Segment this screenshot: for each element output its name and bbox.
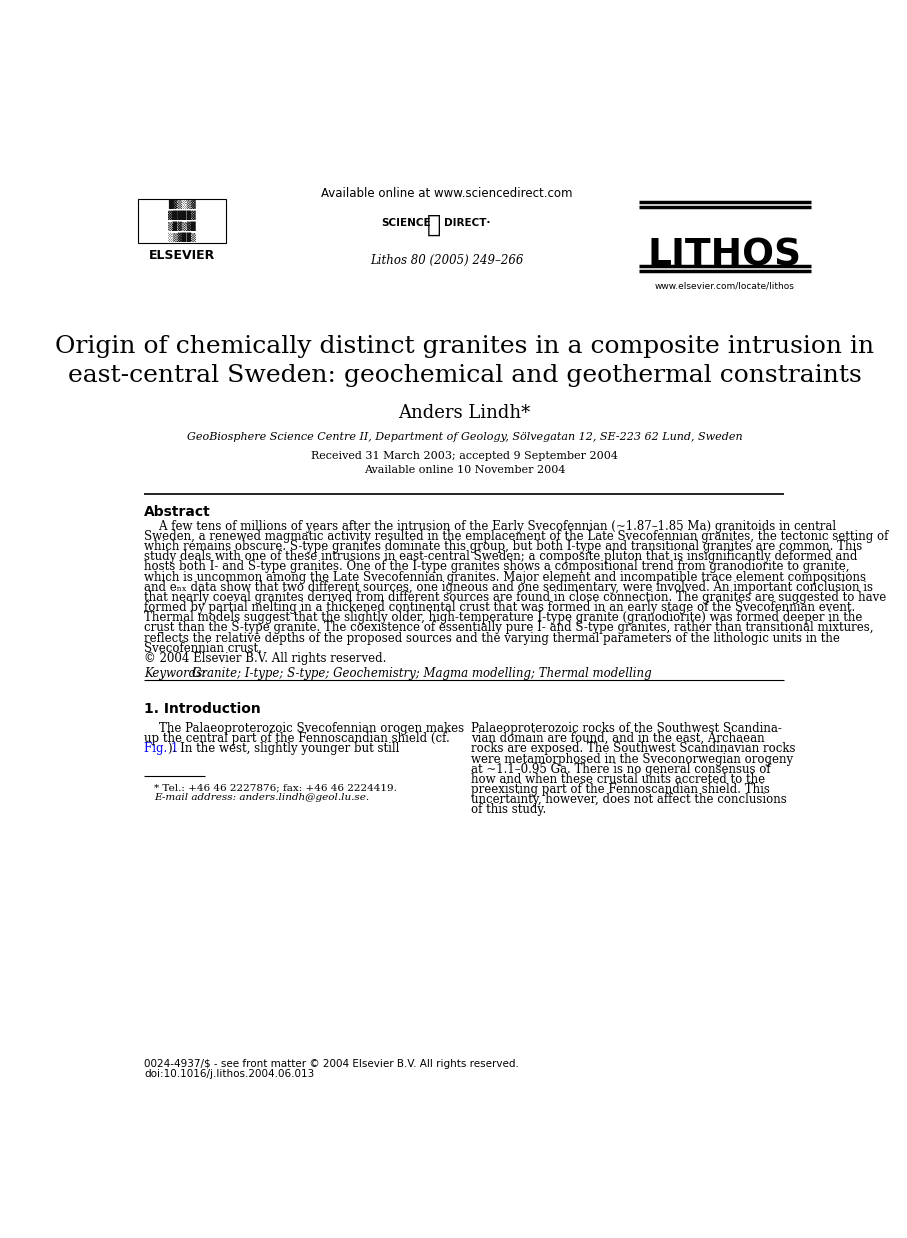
Text: rocks are exposed. The Southwest Scandinavian rocks: rocks are exposed. The Southwest Scandin… xyxy=(472,743,796,755)
Text: which is uncommon among the Late Svecofennian granites. Major element and incomp: which is uncommon among the Late Svecofe… xyxy=(144,571,866,583)
Text: E-mail address: anders.lindh@geol.lu.se.: E-mail address: anders.lindh@geol.lu.se. xyxy=(153,794,369,802)
Text: Origin of chemically distinct granites in a composite intrusion in
east-central : Origin of chemically distinct granites i… xyxy=(55,335,874,387)
Text: █▓▒░▒▓
▓████▓
▒█▓▒▓█
░▒▓██▒: █▓▒░▒▓ ▓████▓ ▒█▓▒▓█ ░▒▓██▒ xyxy=(168,199,195,241)
Text: and eₙₓ data show that two different sources, one igneous and one sedimentary, w: and eₙₓ data show that two different sou… xyxy=(144,581,873,594)
Text: doi:10.1016/j.lithos.2004.06.013: doi:10.1016/j.lithos.2004.06.013 xyxy=(144,1070,315,1080)
Text: DIRECT·: DIRECT· xyxy=(444,218,490,228)
Text: Anders Lindh*: Anders Lindh* xyxy=(398,404,531,422)
Text: 1. Introduction: 1. Introduction xyxy=(144,702,261,716)
Text: vian domain are found, and in the east, Archaean: vian domain are found, and in the east, … xyxy=(472,732,765,745)
Text: ELSEVIER: ELSEVIER xyxy=(149,249,215,261)
Text: were metamorphosed in the Sveconorwegian orogeny: were metamorphosed in the Sveconorwegian… xyxy=(472,753,794,765)
Text: how and when these crustal units accreted to the: how and when these crustal units accrete… xyxy=(472,773,766,786)
Text: Received 31 March 2003; accepted 9 September 2004
Available online 10 November 2: Received 31 March 2003; accepted 9 Septe… xyxy=(311,451,618,474)
Text: ). In the west, slightly younger but still: ). In the west, slightly younger but sti… xyxy=(168,743,399,755)
Text: reflects the relative depths of the proposed sources and the varying thermal par: reflects the relative depths of the prop… xyxy=(144,631,840,645)
Text: hosts both I- and S-type granites. One of the I-type granites shows a compositio: hosts both I- and S-type granites. One o… xyxy=(144,561,850,573)
Text: LITHOS: LITHOS xyxy=(648,238,802,274)
Text: Abstract: Abstract xyxy=(144,505,211,519)
Text: study deals with one of these intrusions in east-central Sweden; a composite plu: study deals with one of these intrusions… xyxy=(144,550,858,563)
Text: at ~1.1–0.95 Ga. There is no general consensus of: at ~1.1–0.95 Ga. There is no general con… xyxy=(472,763,771,776)
Text: Lithos 80 (2005) 249–266: Lithos 80 (2005) 249–266 xyxy=(370,254,523,267)
Text: ⓐ: ⓐ xyxy=(426,213,441,238)
Text: Keywords:: Keywords: xyxy=(144,667,207,681)
Text: up the central part of the Fennoscandian shield (cf.: up the central part of the Fennoscandian… xyxy=(144,732,450,745)
Text: that nearly coeval granites derived from different sources are found in close co: that nearly coeval granites derived from… xyxy=(144,591,887,604)
Text: Sweden, a renewed magmatic activity resulted in the emplacement of the Late Svec: Sweden, a renewed magmatic activity resu… xyxy=(144,530,889,543)
Text: SCIENCE: SCIENCE xyxy=(381,218,431,228)
Text: Palaeoproterozoic rocks of the Southwest Scandina-: Palaeoproterozoic rocks of the Southwest… xyxy=(472,722,783,735)
Text: which remains obscure. S-type granites dominate this group, but both I-type and : which remains obscure. S-type granites d… xyxy=(144,540,863,553)
Text: Available online at www.sciencedirect.com: Available online at www.sciencedirect.co… xyxy=(321,187,572,201)
Text: of this study.: of this study. xyxy=(472,803,547,816)
Text: www.elsevier.com/locate/lithos: www.elsevier.com/locate/lithos xyxy=(655,282,795,291)
Text: crust than the S-type granite. The coexistence of essentially pure I- and S-type: crust than the S-type granite. The coexi… xyxy=(144,621,873,634)
Text: Svecofennian crust.: Svecofennian crust. xyxy=(144,641,262,655)
Text: Fig. 1: Fig. 1 xyxy=(144,743,179,755)
Text: Thermal models suggest that the slightly older, high-temperature I-type granite : Thermal models suggest that the slightly… xyxy=(144,612,863,624)
Text: * Tel.: +46 46 2227876; fax: +46 46 2224419.: * Tel.: +46 46 2227876; fax: +46 46 2224… xyxy=(153,784,396,792)
Text: formed by partial melting in a thickened continental crust that was formed in an: formed by partial melting in a thickened… xyxy=(144,600,855,614)
Text: Granite; I-type; S-type; Geochemistry; Magma modelling; Thermal modelling: Granite; I-type; S-type; Geochemistry; M… xyxy=(191,667,651,681)
Text: uncertainty, however, does not affect the conclusions: uncertainty, however, does not affect th… xyxy=(472,794,787,806)
Bar xyxy=(138,198,226,244)
Text: GeoBiosphere Science Centre II, Department of Geology, Sölvegatan 12, SE-223 62 : GeoBiosphere Science Centre II, Departme… xyxy=(187,432,742,442)
Text: © 2004 Elsevier B.V. All rights reserved.: © 2004 Elsevier B.V. All rights reserved… xyxy=(144,652,386,665)
Text: 0024-4937/$ - see front matter © 2004 Elsevier B.V. All rights reserved.: 0024-4937/$ - see front matter © 2004 El… xyxy=(144,1060,519,1070)
Text: A few tens of millions of years after the intrusion of the Early Svecofennian (~: A few tens of millions of years after th… xyxy=(144,520,836,532)
Text: preexisting part of the Fennoscandian shield. This: preexisting part of the Fennoscandian sh… xyxy=(472,784,770,796)
Text: The Palaeoproterozoic Svecofennian orogen makes: The Palaeoproterozoic Svecofennian oroge… xyxy=(144,722,464,735)
